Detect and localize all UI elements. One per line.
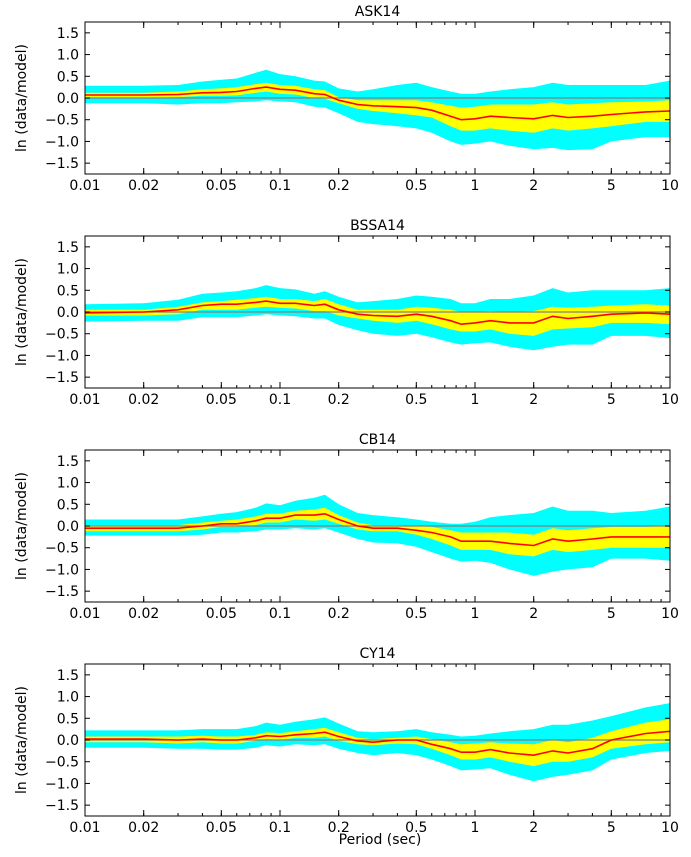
y-tick-label: 0.0: [57, 91, 79, 107]
x-tick-label: 0.2: [328, 606, 350, 622]
y-tick-label: −1.0: [45, 776, 79, 792]
panel-title: CB14: [359, 432, 396, 448]
x-tick-label: 10: [661, 178, 679, 194]
x-tick-label: 0.05: [206, 820, 237, 836]
x-tick-label: 5: [607, 392, 616, 408]
y-tick-label: −1.0: [45, 348, 79, 364]
x-tick-label: 0.05: [206, 606, 237, 622]
x-tick-label: 0.2: [328, 392, 350, 408]
mean-line: [85, 730, 670, 757]
y-tick-label: 1.5: [57, 240, 79, 256]
y-tick-label: 1.0: [57, 262, 79, 278]
x-tick-label: 0.2: [328, 820, 350, 836]
x-tick-label: 0.02: [128, 606, 159, 622]
plot-area: [85, 494, 670, 576]
x-tick-label: 1: [471, 820, 480, 836]
panel-title: BSSA14: [350, 218, 405, 234]
chart-panels: ASK14−1.5−1.0−0.50.00.51.01.50.01 0.02 0.0…: [14, 4, 679, 836]
y-axis-label: ln (data/model): [14, 258, 30, 366]
y-tick-label: −0.5: [45, 541, 79, 557]
x-tick-label: 0.1: [269, 392, 291, 408]
outer-band: [85, 494, 670, 576]
x-axis-label: Period (sec): [339, 832, 422, 848]
y-tick-label: 0.5: [57, 711, 79, 727]
x-tick-label: 1: [471, 606, 480, 622]
x-tick-label: 5: [607, 820, 616, 836]
y-axis-label: ln (data/model): [14, 44, 30, 152]
y-tick-label: 1.5: [57, 26, 79, 42]
plot-area: [85, 69, 670, 151]
x-tick-label: 0.05: [206, 392, 237, 408]
panel-title: ASK14: [355, 4, 401, 20]
plot-area: [85, 703, 670, 782]
x-tick-label: 2: [529, 820, 538, 836]
x-tick-label: 0.02: [128, 820, 159, 836]
x-tick-label: 5: [607, 606, 616, 622]
y-tick-label: 1.5: [57, 668, 79, 684]
y-tick-label: 1.0: [57, 476, 79, 492]
y-tick-label: 0.0: [57, 519, 79, 535]
y-tick-label: −1.5: [45, 370, 79, 386]
x-tick-label: 10: [661, 820, 679, 836]
y-axis-label: ln (data/model): [14, 472, 30, 580]
x-tick-label: 5: [607, 178, 616, 194]
chart-panel-cy14: CY14 −1.5 −1.0 −0.5 0.0 0.5 1.0 1.5 0.01 0.02 0.05…: [14, 646, 679, 836]
chart-panel-ask14: ASK14 −1.5 −1.0 −0.5 0.0 0.5 1.0 1.5 0.01 0.02 0.0…: [14, 4, 679, 194]
y-tick-label: −0.5: [45, 113, 79, 129]
x-tick-label: 0.05: [206, 178, 237, 194]
x-tick-label: 0.1: [269, 178, 291, 194]
y-tick-label: 0.5: [57, 283, 79, 299]
x-tick-label: 0.1: [269, 820, 291, 836]
x-tick-label: 0.2: [328, 178, 350, 194]
y-tick-label: −1.0: [45, 562, 79, 578]
y-tick-label: 0.0: [57, 305, 79, 321]
y-tick-label: −0.5: [45, 755, 79, 771]
x-tick-label: 0.5: [405, 178, 427, 194]
y-tick-label: 0.0: [57, 733, 79, 749]
x-tick-label: 0.01: [69, 178, 100, 194]
x-tick-label: 0.1: [269, 606, 291, 622]
x-tick-label: 10: [661, 606, 679, 622]
y-tick-label: −1.0: [45, 134, 79, 150]
panel-title: CY14: [360, 646, 396, 662]
inner-band: [85, 82, 670, 133]
mean-line: [85, 300, 670, 326]
y-tick-label: −1.5: [45, 584, 79, 600]
plot-area: [85, 285, 670, 351]
x-tick-label: 1: [471, 392, 480, 408]
x-tick-label: 0.5: [405, 820, 427, 836]
x-tick-label: 0.01: [69, 606, 100, 622]
x-tick-label: 0.01: [69, 392, 100, 408]
x-tick-label: 0.02: [128, 392, 159, 408]
y-tick-label: −1.5: [45, 798, 79, 814]
chart-panel-cb14: CB14 −1.5 −1.0 −0.5 0.0 0.5 1.0 1.5 0.01 0.02 0.05…: [14, 432, 679, 622]
y-tick-label: −1.5: [45, 156, 79, 172]
x-tick-label: 0.02: [128, 178, 159, 194]
mean-line: [85, 86, 670, 121]
x-tick-label: 0.01: [69, 820, 100, 836]
mean-line: [85, 512, 670, 547]
y-tick-label: 1.0: [57, 48, 79, 64]
y-tick-label: 1.5: [57, 454, 79, 470]
x-tick-label: 2: [529, 178, 538, 194]
y-tick-label: 1.0: [57, 690, 79, 706]
y-tick-label: 0.5: [57, 497, 79, 513]
y-axis-label: ln (data/model): [14, 686, 30, 794]
x-tick-label: 2: [529, 392, 538, 408]
x-tick-label: 2: [529, 606, 538, 622]
chart-panel-bssa14: BSSA14 −1.5 −1.0 −0.5 0.0 0.5 1.0 1.5 0.01 0.02 0.…: [14, 218, 679, 408]
y-tick-label: 0.5: [57, 69, 79, 85]
y-tick-label: −0.5: [45, 327, 79, 343]
x-tick-label: 0.5: [405, 606, 427, 622]
x-tick-label: 1: [471, 178, 480, 194]
x-tick-label: 0.5: [405, 392, 427, 408]
x-tick-label: 10: [661, 392, 679, 408]
